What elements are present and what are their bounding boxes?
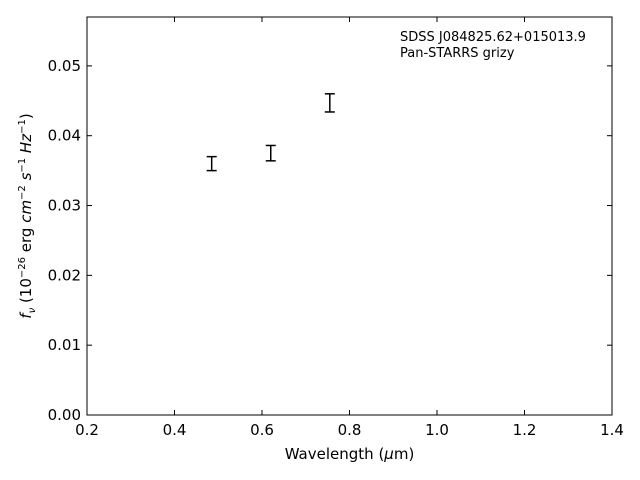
x-tick-label: 1.2 [513,421,537,439]
y-tick-label: 0.03 [48,197,81,215]
y-tick-label: 0.04 [48,127,81,145]
annotation-line-2: Pan-STARRS grizy [400,46,515,61]
y-tick-label: 0.05 [48,57,81,75]
y-tick-label: 0.02 [48,266,81,284]
x-tick-label: 1.0 [425,421,449,439]
annotation-line-1: SDSS J084825.62+015013.9 [400,30,586,45]
y-ticks: 0.00 0.01 0.02 0.03 0.04 0.05 [48,57,612,424]
y-tick-label: 0.00 [48,406,81,424]
y-axis-label: fν (10−26 erg cm−2 s−1 Hz−1) [17,113,38,318]
x-tick-label: 0.4 [163,421,187,439]
x-axis-label: Wavelength (μm) [285,445,415,463]
x-tick-label: 0.8 [338,421,362,439]
plot-frame [86,16,613,416]
error-bar-point [324,93,335,113]
x-tick-label: 0.6 [250,421,274,439]
error-bar-point [265,144,276,162]
x-tick-label: 0.2 [75,421,99,439]
error-bar-point [206,155,217,172]
x-tick-label: 1.4 [600,421,624,439]
y-tick-label: 0.01 [48,336,81,354]
data-points [206,93,335,172]
